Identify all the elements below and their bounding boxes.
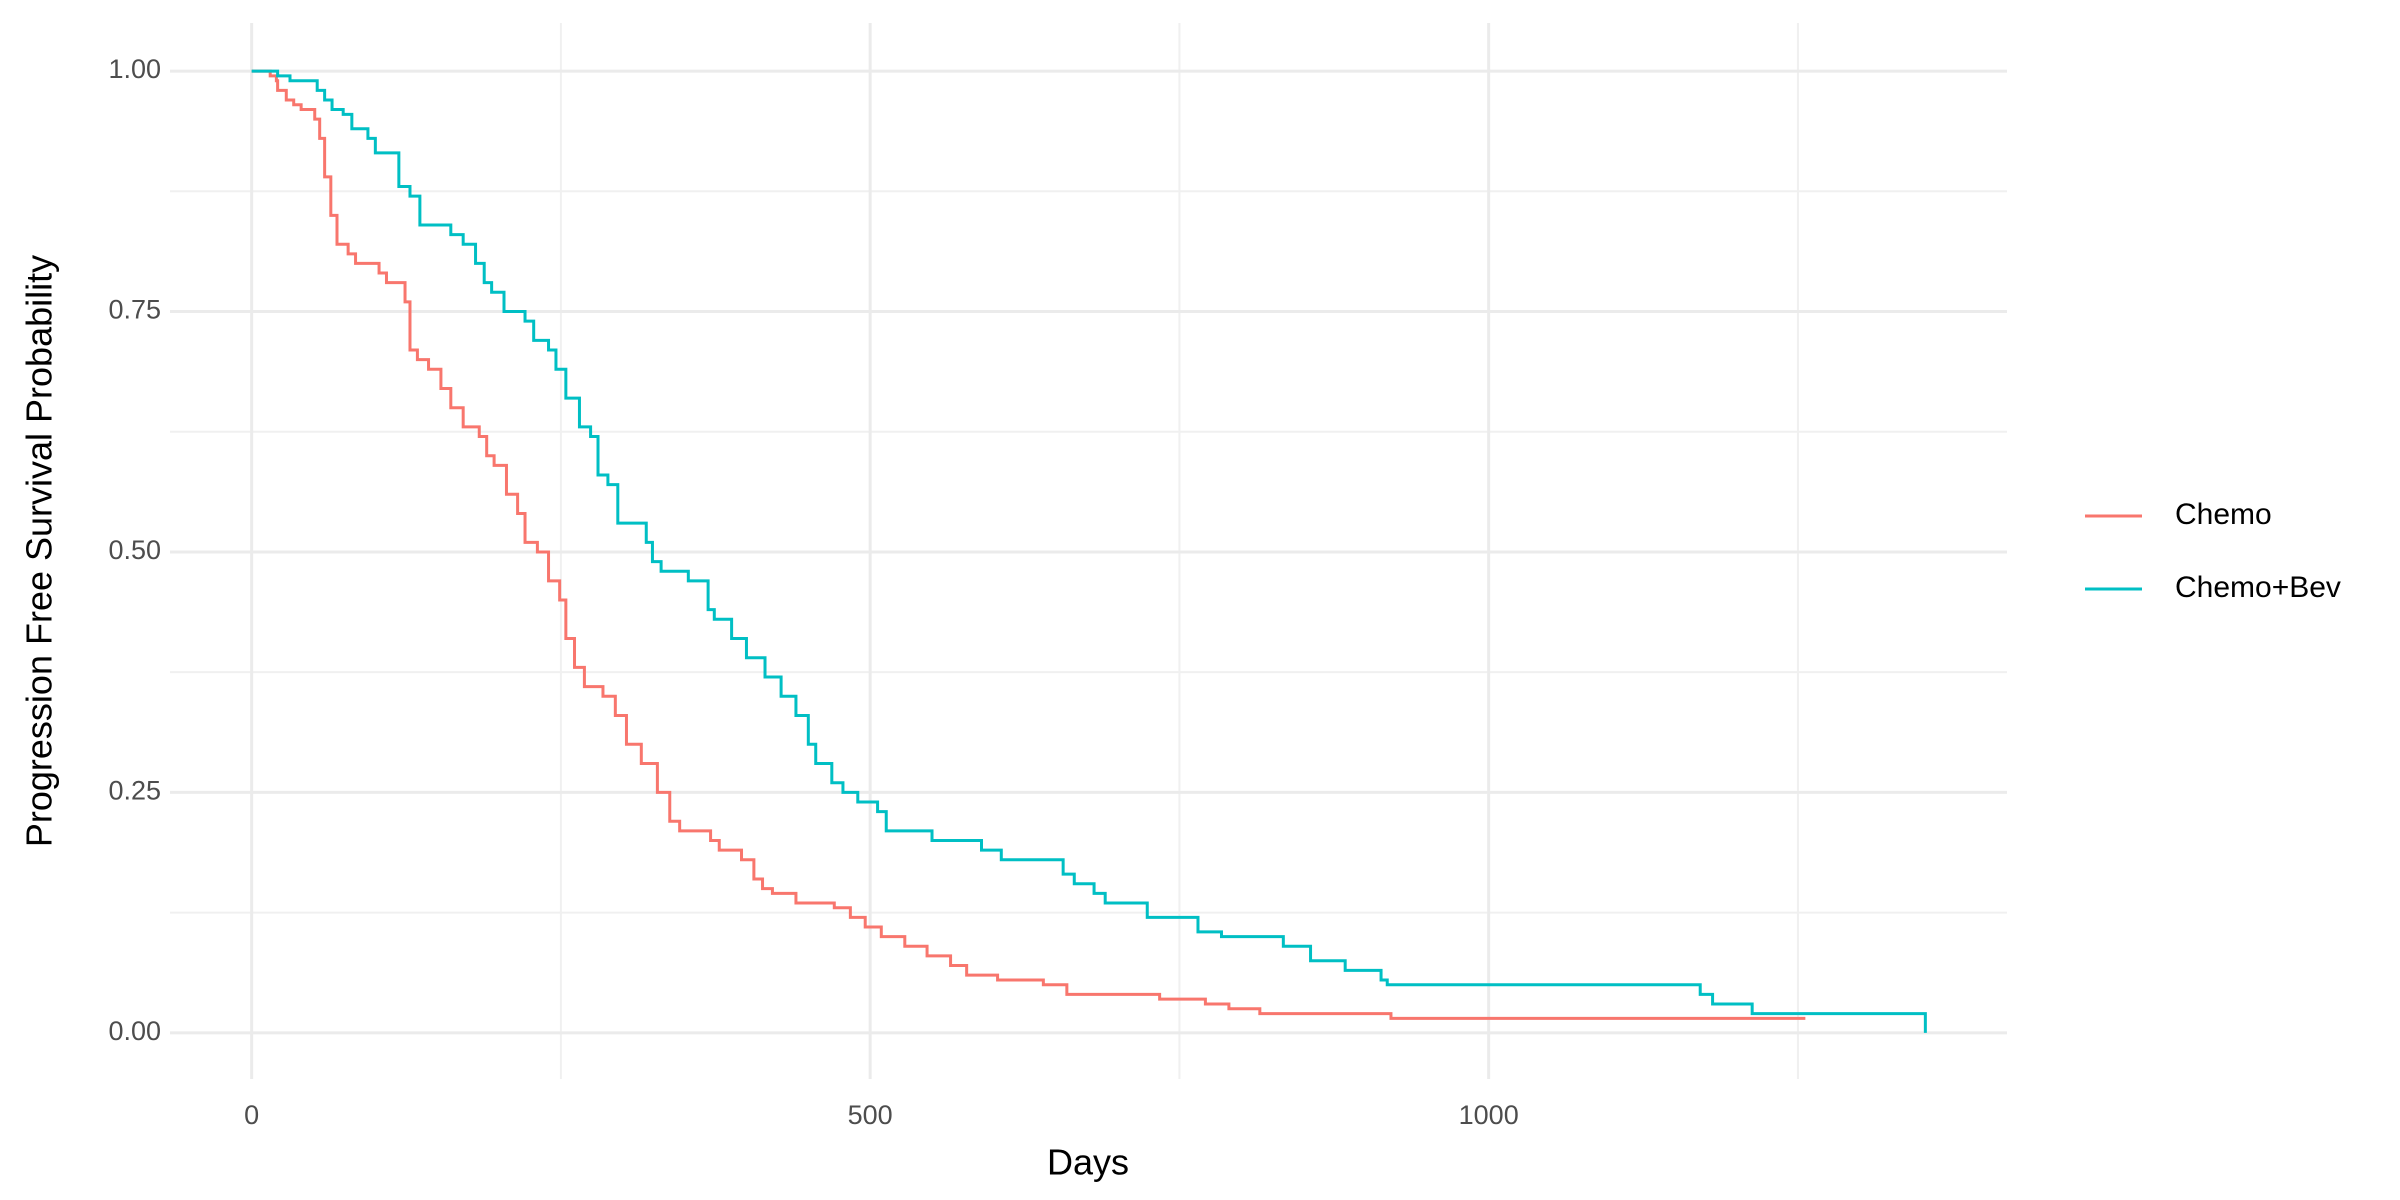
- y-tick-label: 0.50: [108, 535, 161, 565]
- legend-label: Chemo+Bev: [2175, 571, 2341, 604]
- y-axis-title: Progression Free Survival Probability: [19, 255, 60, 847]
- legend-label: Chemo: [2175, 498, 2272, 531]
- x-tick-label: 500: [848, 1100, 893, 1130]
- y-tick-label: 0.00: [108, 1016, 161, 1046]
- y-tick-label: 0.75: [108, 295, 161, 325]
- x-axis-title: Days: [1047, 1142, 1129, 1183]
- x-tick-label: 0: [244, 1100, 259, 1130]
- y-tick-label: 0.25: [108, 776, 161, 806]
- y-tick-label: 1.00: [108, 54, 161, 84]
- survival-curve: [251, 69, 1927, 1033]
- x-tick-label: 1000: [1459, 1100, 1519, 1130]
- survival-curve: [251, 69, 1806, 1020]
